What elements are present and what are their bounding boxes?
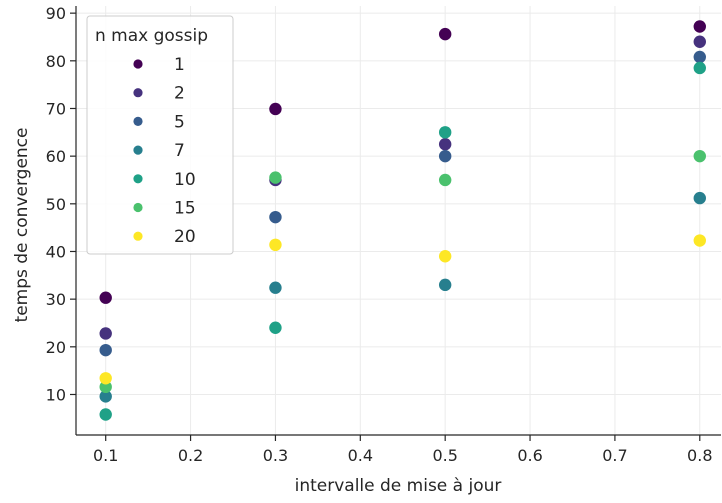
legend-label: 2 — [174, 84, 185, 104]
data-point — [438, 278, 452, 292]
legend-label: 20 — [174, 227, 196, 247]
data-point — [99, 343, 112, 357]
x-tick-label: 0.8 — [687, 446, 712, 465]
y-tick-label: 50 — [46, 195, 66, 214]
tick-labels: 0.1 0.2 0.3 0.4 0.5 0.6 0.7 0.8 10 20 30 40 50 60 70 80… — [46, 4, 713, 465]
data-point — [438, 126, 452, 139]
x-tick-label: 0.5 — [432, 446, 457, 465]
data-point — [99, 327, 112, 340]
data-point — [269, 238, 282, 252]
y-tick-label: 30 — [46, 290, 66, 309]
legend-marker — [133, 202, 143, 213]
data-point — [269, 321, 282, 334]
legend-marker — [133, 88, 143, 98]
data-point — [99, 390, 112, 403]
data-point — [693, 149, 706, 163]
data-point — [269, 171, 282, 184]
y-tick-label: 80 — [46, 52, 66, 71]
x-axis-label: intervalle de mise à jour — [295, 476, 502, 496]
data-point — [269, 210, 282, 224]
data-point — [438, 27, 452, 41]
legend-marker — [133, 174, 143, 184]
x-tick-label: 0.6 — [517, 446, 542, 465]
data-point — [693, 50, 706, 64]
data-point — [438, 149, 452, 163]
data-point — [99, 291, 112, 304]
x-tick-label: 0.1 — [93, 446, 118, 465]
data-point — [693, 61, 706, 75]
data-point — [693, 35, 706, 48]
y-tick-label: 10 — [46, 385, 66, 404]
legend-title: n max gossip — [95, 26, 208, 46]
y-axis-label: temps de convergence — [12, 128, 32, 323]
x-tick-label: 0.3 — [263, 446, 288, 465]
legend: n max gossip 1 2 5 7 10 15 20 — [86, 15, 234, 255]
legend-items: 1 2 5 7 10 15 20 — [133, 55, 196, 247]
data-point — [693, 20, 706, 33]
data-point — [693, 234, 706, 247]
x-tick-label: 0.2 — [178, 446, 203, 465]
data-point — [693, 191, 706, 205]
data-points — [99, 20, 706, 421]
data-point — [438, 250, 452, 263]
y-tick-label: 20 — [46, 338, 66, 357]
axes — [70, 6, 721, 441]
legend-label: 7 — [174, 141, 185, 161]
y-tick-label: 90 — [46, 4, 66, 23]
legend-label: 15 — [174, 199, 196, 219]
y-tick-label: 40 — [46, 242, 66, 261]
data-point — [269, 281, 282, 294]
legend-box — [86, 15, 234, 255]
x-tick-label: 0.4 — [348, 446, 373, 465]
legend-marker — [133, 145, 143, 155]
data-point — [269, 102, 282, 116]
legend-label: 1 — [174, 55, 185, 75]
y-tick-label: 70 — [46, 99, 66, 118]
legend-marker — [133, 231, 143, 241]
legend-label: 5 — [174, 112, 185, 132]
y-tick-label: 60 — [46, 147, 66, 166]
legend-marker — [133, 59, 143, 69]
data-point — [99, 408, 112, 421]
x-tick-label: 0.7 — [602, 446, 627, 465]
legend-label: 10 — [174, 170, 196, 190]
data-point — [438, 173, 452, 187]
data-point — [99, 380, 112, 394]
legend-marker — [133, 116, 143, 126]
data-point — [99, 372, 112, 385]
data-point — [438, 138, 452, 151]
